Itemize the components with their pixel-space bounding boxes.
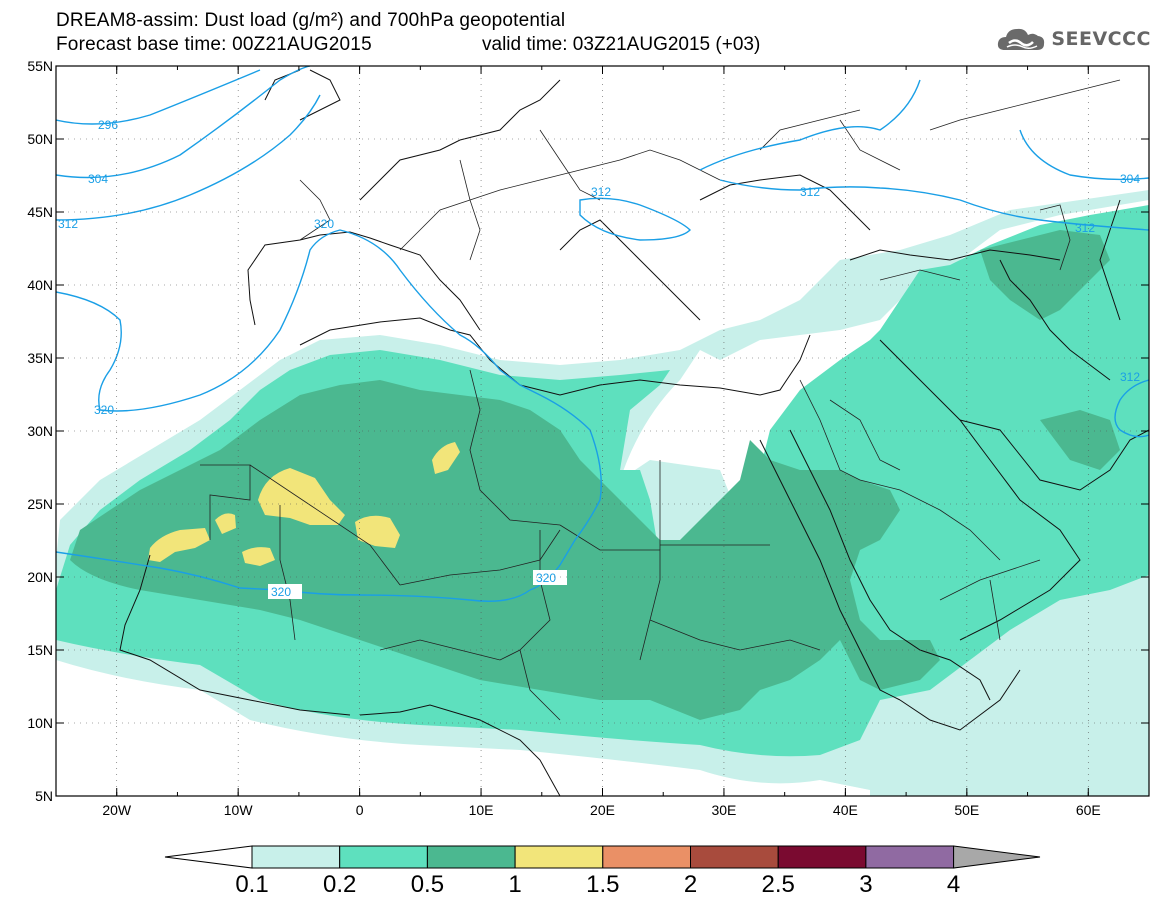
colorbar-segment [251, 845, 341, 869]
contour-labels: 296 304 312 320 320 312 312 304 312 312 … [58, 118, 1140, 599]
colorbar-under-triangle [164, 845, 253, 869]
contour-label: 312 [591, 185, 611, 199]
colorbar-tick-label: 0.5 [411, 871, 444, 898]
axis-ticks [55, 65, 1150, 797]
lat-tick-label: 50N [27, 131, 53, 147]
lat-tick-label: 20N [27, 569, 53, 585]
dust-level-0.2 [56, 205, 1149, 757]
geopotential-contours [56, 66, 1149, 602]
dust-level-1-east [355, 515, 400, 548]
dust-level-0.5-gulf [1040, 410, 1120, 470]
contour-label: 312 [800, 185, 820, 199]
colorbar-segment [602, 845, 691, 869]
longitude-labels: 20W 10W 0 10E 20E 30E 40E 50E 60E [102, 802, 1100, 818]
base-time: Forecast base time: 00Z21AUG2015 [56, 34, 372, 55]
colorbar-tick-label: 2.5 [762, 871, 795, 898]
lat-tick-label: 45N [27, 204, 53, 220]
colorbar-tick-label: 4 [947, 871, 960, 898]
colorbar-over-triangle [953, 845, 1041, 869]
borders [200, 79, 1121, 721]
latitude-labels: 55N 50N 45N 40N 35N 30N 25N 20N 15N 10N 5N [27, 58, 53, 804]
colorbar-segment [690, 845, 779, 869]
lat-lon-grid [56, 66, 1149, 796]
colorbar-tick-label: 0.1 [235, 871, 268, 898]
colorbar [164, 845, 1041, 869]
lat-tick-label: 35N [27, 350, 53, 366]
map-title: DREAM8-assim: Dust load (g/m²) and 700hP… [56, 10, 566, 31]
lon-tick-label: 20W [102, 802, 132, 818]
contour-label: 304 [1120, 172, 1140, 186]
dust-level-0.1 [56, 190, 1149, 796]
lat-tick-label: 15N [27, 642, 53, 658]
coastlines [119, 69, 1149, 796]
contour-label: 320 [314, 217, 334, 231]
colorbar-tick-label: 3 [859, 871, 872, 898]
lat-tick-label: 55N [27, 58, 53, 74]
lon-tick-label: 40E [833, 802, 858, 818]
contour-label: 320 [94, 403, 114, 417]
contour-label: 320 [271, 585, 291, 599]
colorbar-labels: 0.1 0.2 0.5 1 1.5 2 2.5 3 4 [235, 871, 960, 898]
lat-tick-label: 40N [27, 277, 53, 293]
contour-label: 312 [1075, 221, 1095, 235]
colorbar-segment [865, 845, 955, 869]
contour-label: 304 [88, 172, 108, 186]
colorbar-tick-label: 1.5 [586, 871, 619, 898]
lon-tick-label: 30E [711, 802, 736, 818]
contour-label: 312 [58, 217, 78, 231]
lon-tick-label: 20E [590, 802, 615, 818]
logo: SEEVCCC [995, 24, 1151, 54]
colorbar-segment [514, 845, 604, 869]
map-frame [55, 65, 1150, 797]
dust-level-0.5-east [980, 230, 1110, 320]
contour-label: 296 [98, 118, 118, 132]
lat-tick-label: 5N [35, 788, 53, 804]
lat-tick-label: 30N [27, 423, 53, 439]
colorbar-tick-label: 1 [508, 871, 521, 898]
lon-tick-label: 60E [1076, 802, 1101, 818]
colorbar-segment [777, 845, 867, 869]
lat-tick-label: 10N [27, 715, 53, 731]
valid-time: valid time: 03Z21AUG2015 (+03) [482, 34, 761, 55]
lon-tick-label: 50E [954, 802, 979, 818]
lon-tick-label: 10E [469, 802, 494, 818]
colorbar-tick-label: 2 [684, 871, 697, 898]
dust-level-1-north [432, 442, 460, 474]
logo-text: SEEVCCC [1051, 28, 1151, 50]
colorbar-segment [426, 845, 516, 869]
lon-tick-label: 10W [224, 802, 254, 818]
dust-level-1-main [258, 468, 345, 525]
dust-level-0.5 [70, 380, 940, 720]
dust-level-1-patch-b [242, 547, 275, 566]
colorbar-segment [339, 845, 428, 869]
lat-tick-label: 25N [27, 496, 53, 512]
contour-label: 312 [1120, 370, 1140, 384]
colorbar-tick-label: 0.2 [323, 871, 356, 898]
lon-tick-label: 0 [356, 802, 364, 818]
dust-level-1-patch-a [215, 513, 236, 534]
dust-level-1-west [148, 528, 210, 562]
contour-label: 320 [536, 571, 556, 585]
cloud-icon [998, 28, 1045, 50]
